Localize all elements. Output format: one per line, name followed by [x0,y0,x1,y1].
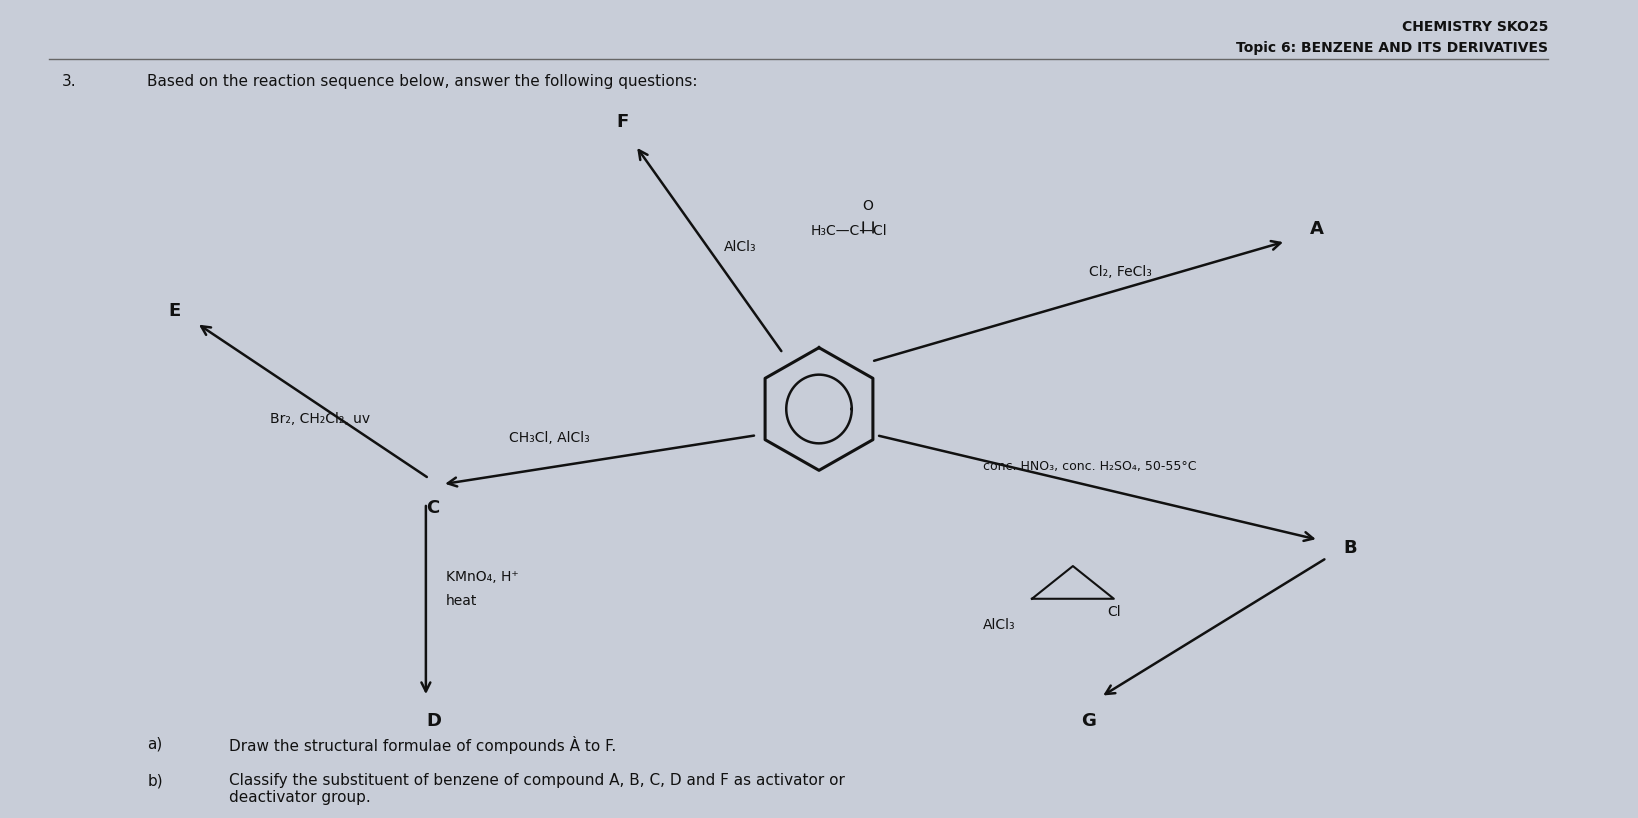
Text: AlCl₃: AlCl₃ [724,240,757,254]
Text: 3.: 3. [62,74,77,88]
Text: C: C [426,499,439,517]
Text: D: D [426,712,441,730]
Text: KMnO₄, H⁺: KMnO₄, H⁺ [446,569,518,584]
Text: Draw the structural formulae of compounds À to F.: Draw the structural formulae of compound… [229,736,616,754]
Text: a): a) [147,736,162,751]
Text: E: E [169,302,180,320]
Text: Br₂, CH₂Cl₂, uv: Br₂, CH₂Cl₂, uv [270,411,370,426]
Text: AlCl₃: AlCl₃ [983,618,1016,631]
Text: G: G [1081,712,1096,730]
Text: conc. HNO₃, conc. H₂SO₄, 50-55°C: conc. HNO₃, conc. H₂SO₄, 50-55°C [983,460,1196,473]
Text: A: A [1310,220,1324,238]
Text: Based on the reaction sequence below, answer the following questions:: Based on the reaction sequence below, an… [147,74,698,88]
Text: Cl: Cl [1107,605,1120,619]
Text: CH₃Cl, AlCl₃: CH₃Cl, AlCl₃ [509,430,590,445]
Text: H₃C—C—Cl: H₃C—C—Cl [811,223,888,238]
Text: Cl₂, FeCl₃: Cl₂, FeCl₃ [1089,264,1152,279]
Text: Classify the substituent of benzene of compound A, B, C, D and F as activator or: Classify the substituent of benzene of c… [229,773,845,806]
Text: O: O [863,199,873,213]
Text: b): b) [147,773,164,788]
Text: B: B [1343,539,1356,557]
Text: Topic 6: BENZENE AND ITS DERIVATIVES: Topic 6: BENZENE AND ITS DERIVATIVES [1237,41,1548,55]
Text: CHEMISTRY SKO25: CHEMISTRY SKO25 [1402,20,1548,34]
Text: F: F [616,113,629,131]
Text: heat: heat [446,594,477,609]
